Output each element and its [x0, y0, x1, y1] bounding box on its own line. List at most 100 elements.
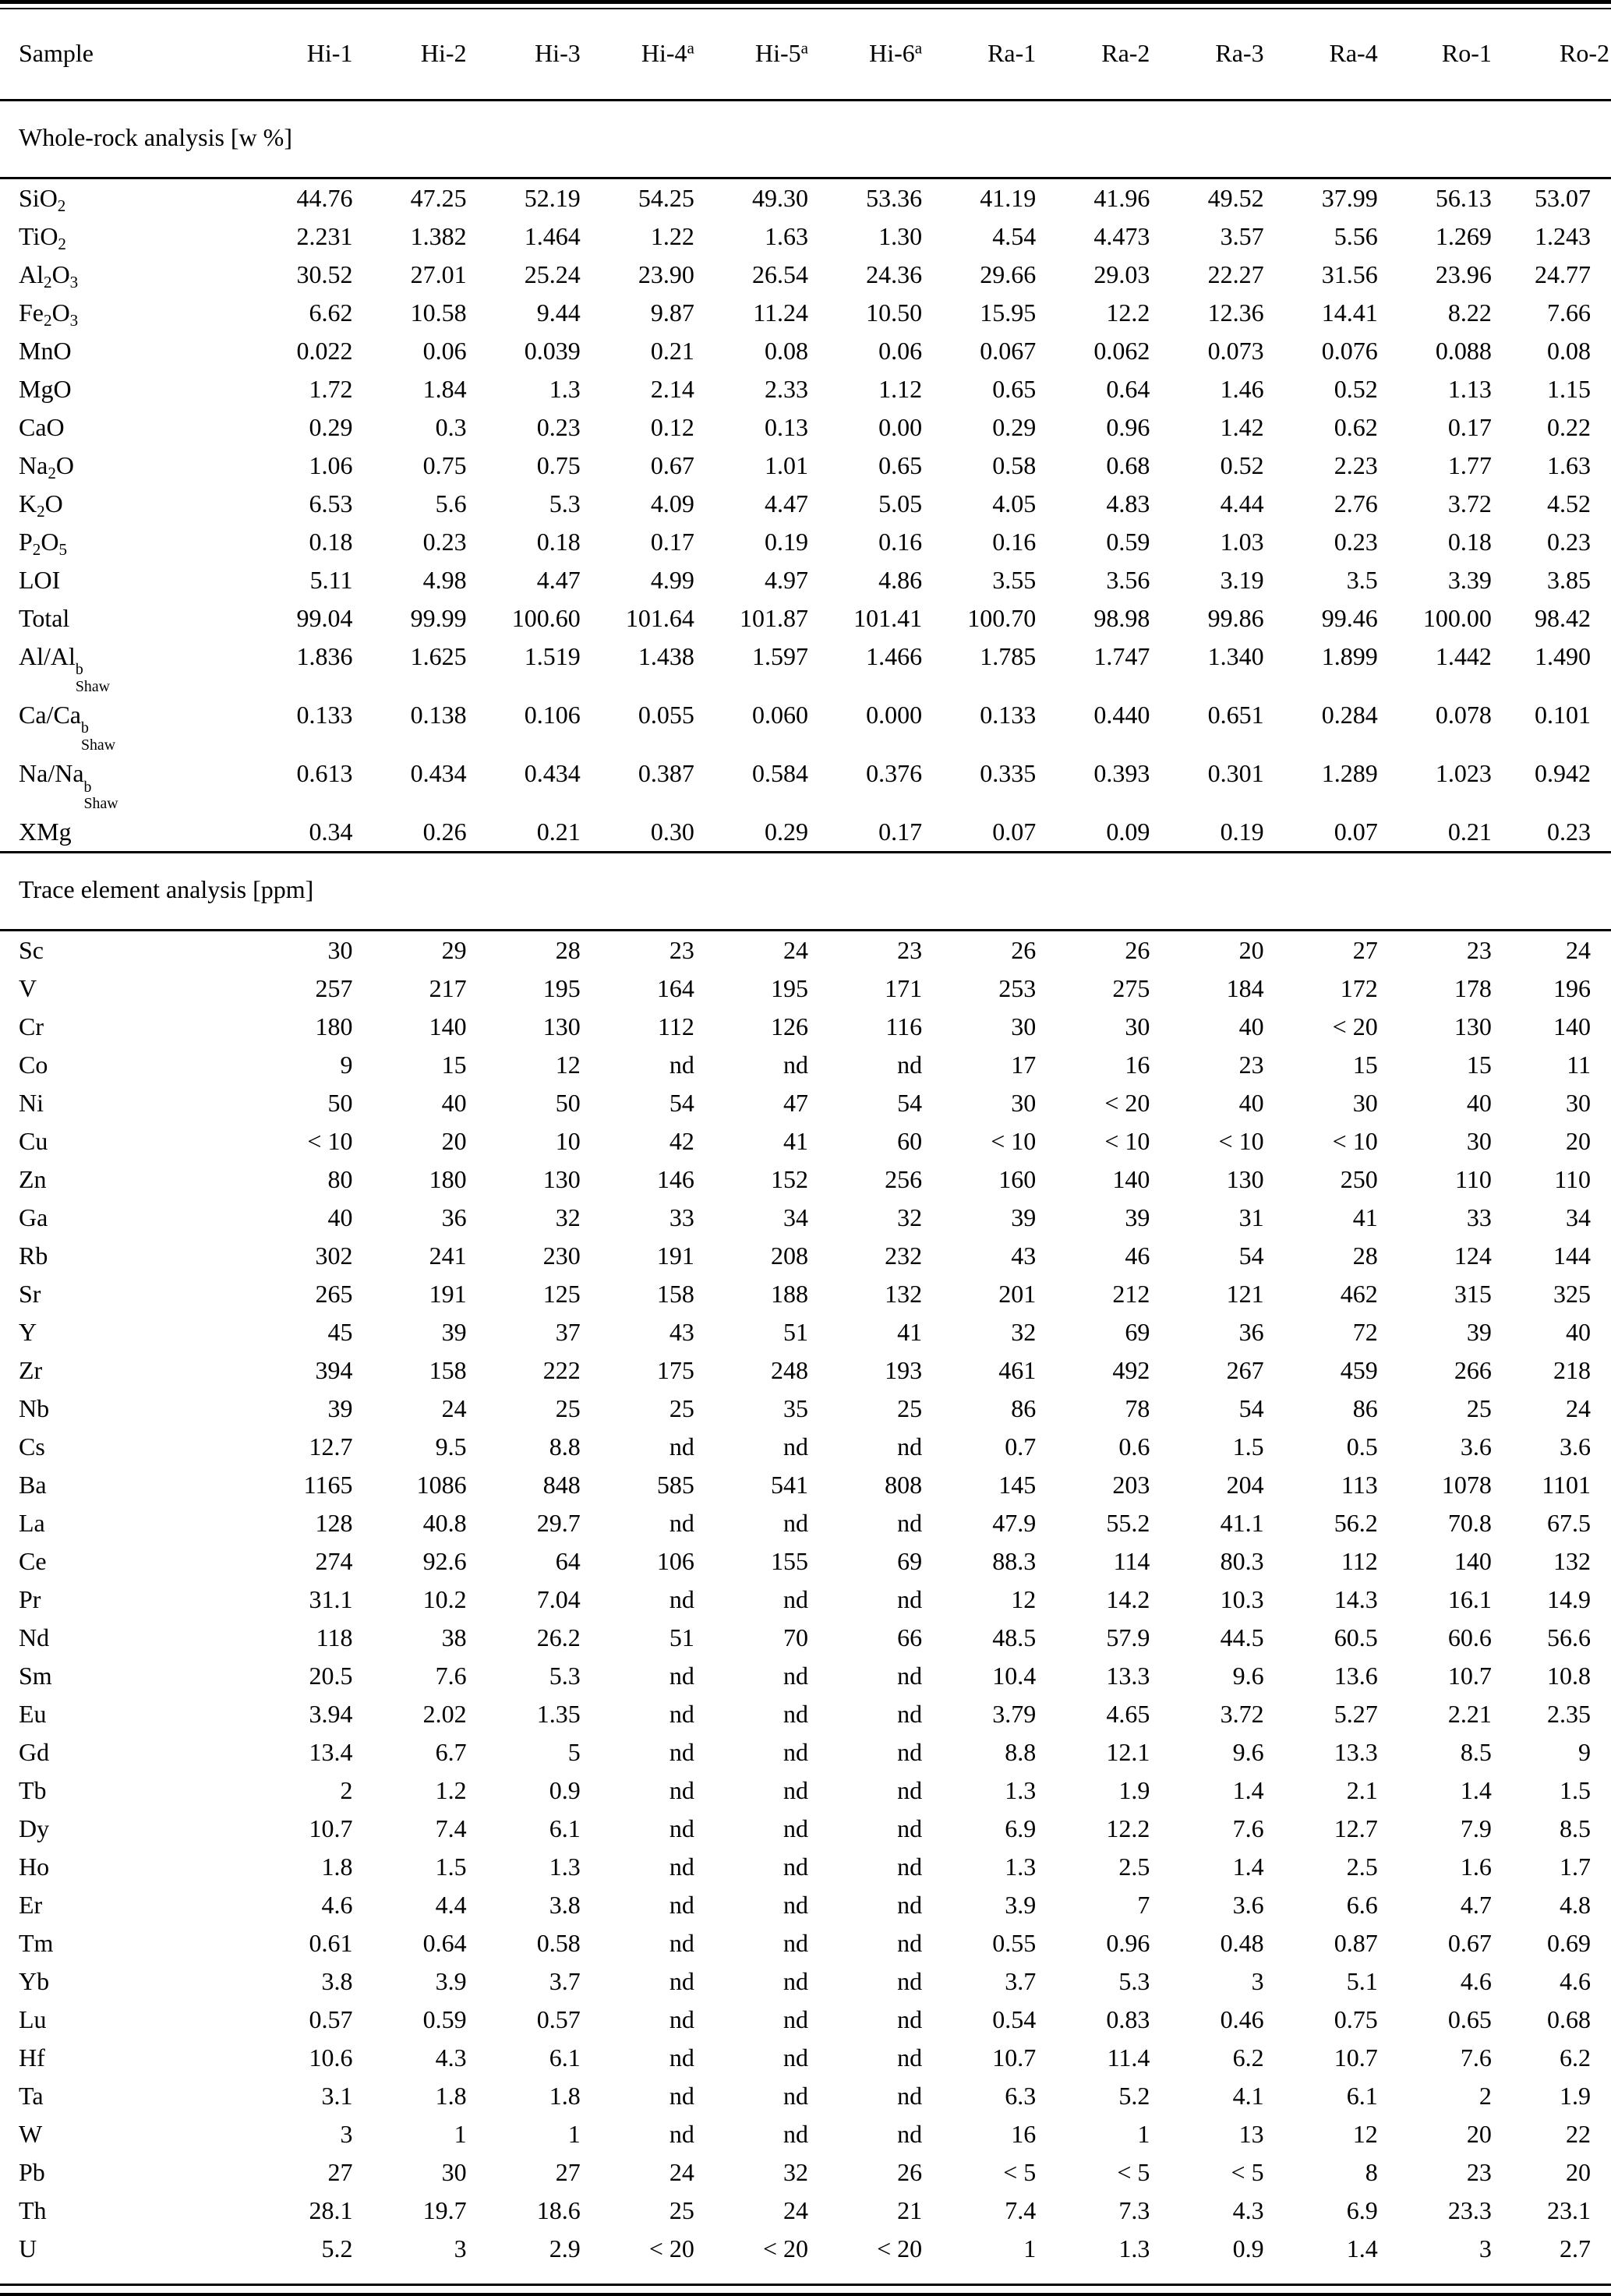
table-row: Ba 1165 1086 848 585 541 808 145 203 204 113 1078 11…	[0, 1466, 1611, 1504]
value-cell: < 10	[1332, 1127, 1378, 1156]
value-cell: nd	[783, 1432, 808, 1461]
value-cell: 208	[771, 1242, 808, 1270]
value-cell: 140	[429, 1012, 467, 1041]
value-cell: 11.24	[753, 298, 808, 327]
value-cell: nd	[669, 1967, 694, 1996]
value-cell: 0.067	[980, 337, 1037, 365]
value-cell: 132	[1553, 1547, 1591, 1576]
value-cell: 222	[542, 1356, 581, 1385]
value-cell: 1	[454, 2120, 467, 2149]
value-cell: 80.3	[1220, 1547, 1264, 1576]
table-row: Fe2O3 6.62 10.58 9.44 9.87 11.24 10.50 15.95 12.…	[0, 294, 1611, 332]
table-row: Cu < 10 20 10 42 41 60 < 10 < 10 < 10 < 10 30 20	[0, 1122, 1611, 1160]
value-cell: 585	[656, 1471, 694, 1499]
value-cell: 178	[1454, 974, 1492, 1003]
value-cell: 0.59	[1106, 528, 1150, 556]
row-label: Ba	[19, 1471, 47, 1499]
value-cell: 88.3	[992, 1547, 1037, 1576]
value-cell: 30	[1466, 1127, 1492, 1156]
value-cell: 6.1	[549, 1814, 581, 1843]
value-cell: 1.899	[1321, 642, 1378, 670]
value-cell: 5.6	[435, 489, 467, 517]
value-cell: 19.7	[422, 2196, 467, 2225]
table-header: Sample Hi-1 Hi-2 Hi-3 Hi-4a Hi-5a Hi-6a Ra-1 Ra-…	[0, 9, 1611, 101]
value-cell: 1.30	[878, 222, 923, 250]
value-cell: 3	[1251, 1967, 1264, 1996]
value-cell: 1.490	[1535, 642, 1591, 670]
row-label: Gd	[19, 1738, 50, 1767]
value-cell: 1.5	[1232, 1432, 1264, 1461]
row-label: Er	[19, 1891, 43, 1920]
value-cell: 1	[1023, 2234, 1037, 2263]
table-row: Na2O 1.06 0.75 0.75 0.67 1.01 0.65 0.58 0.68 0.52…	[0, 447, 1611, 485]
value-cell: 0.69	[1547, 1929, 1591, 1958]
value-cell: 191	[429, 1280, 467, 1309]
value-cell: 3.57	[1220, 222, 1264, 250]
table-row: Lu 0.57 0.59 0.57 nd nd nd 0.54 0.83 0.46 0.75 0.65…	[0, 2001, 1611, 2039]
table-row: Sr 265 191 125 158 188 132 201 212 121 462 315 325	[0, 1275, 1611, 1313]
value-cell: 0.46	[1220, 2005, 1264, 2034]
row-label: Co	[19, 1051, 48, 1079]
value-cell: 0.284	[1321, 701, 1378, 729]
value-cell: 9.6	[1232, 1662, 1264, 1690]
value-cell: nd	[783, 1814, 808, 1843]
value-cell: 0.55	[992, 1929, 1037, 1958]
value-cell: 3	[1479, 2234, 1492, 2263]
value-cell: 5.05	[878, 489, 923, 517]
value-cell: 10.6	[309, 2043, 353, 2072]
value-cell: 0.17	[650, 528, 694, 556]
value-cell: 28.1	[309, 2196, 353, 2225]
row-label: SiO2	[19, 184, 66, 215]
value-cell: 98.42	[1535, 604, 1591, 632]
value-cell: 1.15	[1547, 375, 1591, 403]
value-cell: < 20	[762, 2234, 808, 2263]
table-row: Yb 3.8 3.9 3.7 nd nd nd 3.7 5.3 3 5.1 4.6 4.6	[0, 1962, 1611, 2001]
subscript: 2	[37, 501, 45, 521]
value-cell: 47.25	[410, 184, 467, 212]
row-label: Tb	[19, 1776, 47, 1805]
row-label: Total	[19, 604, 70, 632]
value-cell: 1.340	[1207, 642, 1264, 670]
row-label: Ho	[19, 1853, 50, 1881]
row-label: Nd	[19, 1623, 50, 1652]
value-cell: 12.1	[1106, 1738, 1150, 1767]
value-cell: 23.96	[1435, 260, 1492, 288]
value-cell: 230	[542, 1242, 581, 1270]
value-cell: 4.6	[321, 1891, 353, 1920]
value-cell: 0.3	[435, 413, 467, 441]
value-cell: 7	[1137, 1891, 1150, 1920]
value-cell: < 20	[877, 2234, 923, 2263]
table-row: MnO 0.022 0.06 0.039 0.21 0.08 0.06 0.067 0.062 0…	[0, 332, 1611, 370]
value-cell: 25	[897, 1394, 923, 1423]
value-cell: 8.5	[1560, 1814, 1591, 1843]
value-cell: 195	[771, 974, 808, 1003]
value-cell: 13.6	[1334, 1662, 1378, 1690]
value-cell: 5	[567, 1738, 581, 1767]
row-label: Pr	[19, 1585, 41, 1614]
table-row: K2O 6.53 5.6 5.3 4.09 4.47 5.05 4.05 4.83 4.44 2.7…	[0, 485, 1611, 523]
value-cell: 86	[1352, 1394, 1378, 1423]
value-cell: 0.13	[765, 413, 808, 441]
value-cell: 92.6	[422, 1547, 467, 1576]
subscript: 3	[69, 272, 79, 291]
value-cell: 0.23	[1547, 528, 1591, 556]
value-cell: 3.94	[309, 1700, 353, 1729]
value-cell: 43	[669, 1318, 694, 1347]
row-label: Nb	[19, 1394, 50, 1423]
value-cell: 130	[1454, 1012, 1492, 1041]
value-cell: 22.27	[1207, 260, 1264, 288]
value-cell: nd	[783, 1662, 808, 1690]
value-cell: 30	[327, 936, 353, 965]
table-row: Rb 302 241 230 191 208 232 43 46 54 28 124 144	[0, 1237, 1611, 1275]
value-cell: 1.63	[1547, 451, 1591, 479]
value-cell: 39	[1011, 1203, 1037, 1232]
value-cell: 6.1	[549, 2043, 581, 2072]
value-cell: 146	[656, 1165, 694, 1194]
value-cell: 140	[1553, 1012, 1591, 1041]
row-label: XMg	[19, 818, 72, 846]
table-row: Cs 12.7 9.5 8.8 nd nd nd 0.7 0.6 1.5 0.5 3.6 3.6	[0, 1428, 1611, 1466]
value-cell: 2.5	[1346, 1853, 1378, 1881]
value-cell: 118	[316, 1623, 353, 1652]
value-cell: 29.66	[980, 260, 1037, 288]
bottom-rule-outer	[0, 2293, 1611, 2296]
